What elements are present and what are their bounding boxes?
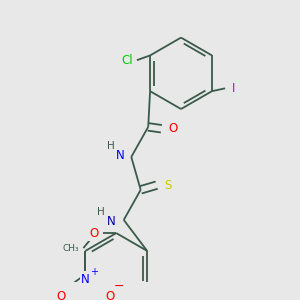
Text: H: H xyxy=(97,207,105,218)
Text: −: − xyxy=(114,280,124,293)
Text: O: O xyxy=(168,122,177,135)
Text: CH₃: CH₃ xyxy=(63,244,80,253)
Text: I: I xyxy=(232,82,235,95)
Text: S: S xyxy=(164,178,172,192)
Text: +: + xyxy=(90,267,98,277)
Text: Cl: Cl xyxy=(122,54,133,67)
Text: N: N xyxy=(107,215,116,228)
Text: N: N xyxy=(81,273,90,286)
Text: O: O xyxy=(105,290,114,300)
Text: H: H xyxy=(107,141,115,151)
Text: N: N xyxy=(116,148,124,162)
Text: O: O xyxy=(56,290,65,300)
Text: O: O xyxy=(89,226,98,240)
